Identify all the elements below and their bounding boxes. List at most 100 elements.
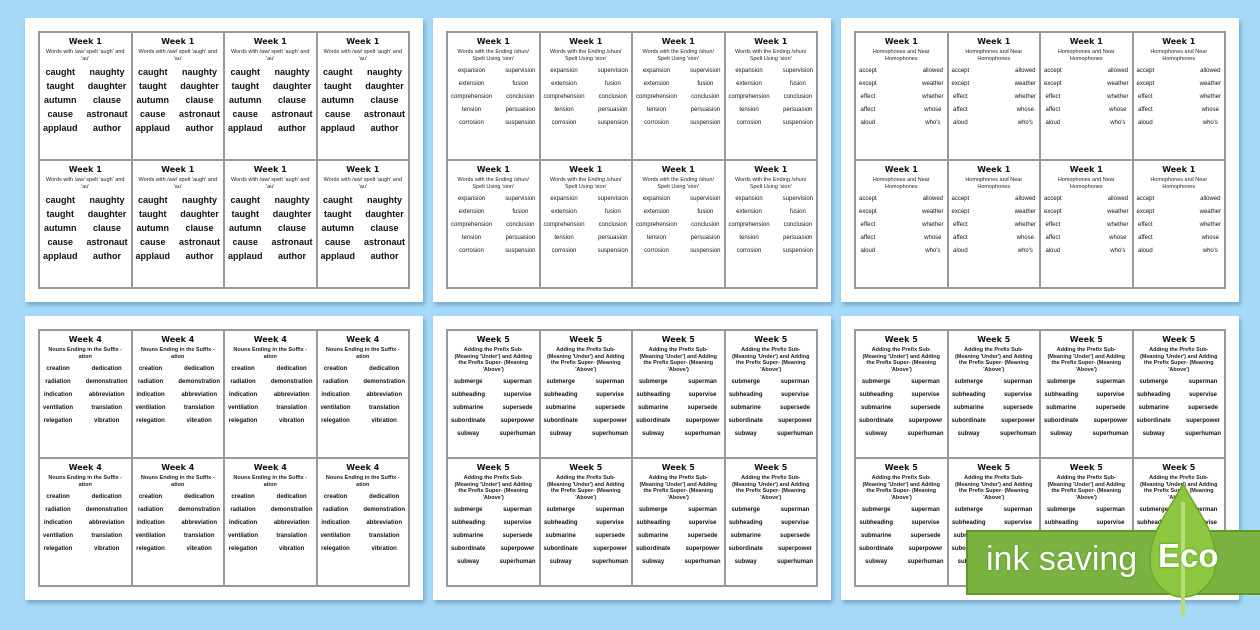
- spelling-card: Week 5 Adding the Prefix Sub- (Meaning 'U…: [632, 330, 725, 458]
- word: supervise: [595, 392, 624, 398]
- card-title: Week 1: [68, 37, 102, 46]
- word: suspension: [690, 120, 721, 126]
- word: demonstration: [363, 379, 405, 385]
- word: weather: [922, 209, 944, 215]
- spelling-card: Week 1 Words with the Ending /shun/ Spelt…: [447, 160, 540, 288]
- word: who's: [1017, 120, 1033, 126]
- word: relegation: [228, 546, 258, 552]
- card-subtitle: Words with the Ending /shun/ Spelt Using…: [550, 177, 622, 190]
- word-list: creation dedication radiation demonstration…: [133, 491, 224, 556]
- word: radiation: [45, 379, 71, 385]
- word: fusion: [789, 209, 806, 215]
- card-title: Week 5: [1069, 463, 1103, 472]
- word: subordinate: [543, 546, 578, 552]
- worksheet-sheet: Week 1 Words with /aw/ spelt 'augh' and '…: [25, 18, 423, 302]
- card-title: Week 1: [884, 165, 918, 174]
- card-title: Week 1: [1069, 165, 1103, 174]
- word: superhuman: [499, 559, 536, 565]
- word: suspension: [782, 248, 813, 254]
- word: subheading: [451, 392, 485, 398]
- word: weather: [1107, 209, 1129, 215]
- word: superman: [1188, 507, 1218, 513]
- card-subtitle: Words with /aw/ spelt 'augh' and 'au': [46, 177, 125, 190]
- word: tension: [461, 235, 482, 241]
- spelling-card: Week 1 Words with the Ending /shun/ Spelt…: [447, 32, 540, 160]
- card-subtitle: Adding the Prefix Sub- (Meaning 'Under')…: [862, 475, 941, 501]
- spelling-card: Week 4 Nouns Ending in the Suffix -ation c…: [316, 330, 409, 458]
- word: affect: [860, 235, 876, 241]
- word: subway: [734, 559, 757, 565]
- word-list: submerge superman subheading supervise subma…: [1041, 376, 1132, 441]
- word: allowed: [1107, 68, 1128, 74]
- card-subtitle: Words with the Ending /shun/ Spelt Using…: [457, 49, 529, 62]
- word: abbreviation: [273, 392, 310, 398]
- word: persuasion: [598, 235, 628, 241]
- word: ventilation: [43, 405, 74, 411]
- word-list: submerge superman subheading supervise subma…: [541, 376, 632, 441]
- word: tension: [554, 107, 574, 113]
- word: conclusion: [783, 94, 812, 100]
- word-list: creation dedication radiation demonstration…: [318, 363, 409, 428]
- word: daughter: [180, 81, 219, 91]
- word: caught: [45, 67, 76, 77]
- spelling-card: Week 5 Adding the Prefix Sub- (Meaning 'U…: [724, 330, 817, 458]
- word: clause: [92, 223, 121, 233]
- word: daughter: [365, 81, 404, 91]
- word: vibration: [371, 546, 397, 552]
- word: persuasion: [783, 235, 813, 241]
- word: creation: [138, 494, 163, 500]
- word-list: submerge superman subheading supervise subma…: [726, 504, 817, 569]
- word: comprehension: [451, 222, 493, 228]
- word: allowed: [1015, 196, 1036, 202]
- word: supervise: [780, 392, 809, 398]
- word: except: [951, 209, 970, 215]
- word: naughty: [181, 195, 217, 205]
- word: superpower: [908, 418, 943, 424]
- word: creation: [323, 494, 348, 500]
- card-subtitle: Adding the Prefix Sub- (Meaning 'Under')…: [454, 347, 533, 373]
- word: tension: [739, 107, 759, 113]
- word: aloud: [953, 248, 968, 254]
- word: superpower: [592, 546, 627, 552]
- word: whose: [1109, 107, 1127, 113]
- word: accept: [1044, 196, 1062, 202]
- word: supersede: [687, 405, 718, 411]
- word: supervise: [780, 520, 809, 526]
- word: effect: [1138, 94, 1153, 100]
- spelling-card: Week 1 Words with /aw/ spelt 'augh' and '…: [224, 160, 317, 288]
- card-title: Week 1: [754, 37, 788, 46]
- word: submarine: [1046, 405, 1077, 411]
- word: effect: [953, 94, 968, 100]
- word: submerge: [1046, 507, 1076, 513]
- word: persuasion: [598, 107, 628, 113]
- spelling-card: Week 1 Words with the Ending /shun/ Spelt…: [724, 160, 817, 288]
- word: indication: [43, 520, 73, 526]
- word: submarine: [730, 405, 761, 411]
- word: abbreviation: [181, 520, 217, 526]
- card-title: Week 4: [161, 335, 195, 344]
- card-subtitle: Homophones and Near Homophones: [1057, 177, 1115, 190]
- word: applaud: [320, 251, 356, 261]
- word: applaud: [135, 123, 171, 133]
- word: translation: [91, 405, 122, 411]
- word: subheading: [728, 392, 763, 398]
- card-grid: Week 1 Words with /aw/ spelt 'augh' and '…: [38, 31, 410, 289]
- word: supervise: [1188, 392, 1217, 398]
- word: vibration: [186, 418, 212, 424]
- card-subtitle: Homophones and Near Homophones: [872, 177, 930, 190]
- word-list: accept allowed except weather effect whether a…: [949, 193, 1040, 258]
- word: weather: [1014, 81, 1036, 87]
- word: persuasion: [690, 235, 720, 241]
- word: effect: [1045, 94, 1061, 100]
- word: superpower: [1185, 418, 1220, 424]
- spelling-card: Week 5 Adding the Prefix Sub- (Meaning 'U…: [1040, 330, 1133, 458]
- word: superman: [911, 379, 940, 385]
- spelling-card: Week 4 Nouns Ending in the Suffix -ation c…: [131, 458, 224, 586]
- word: accept: [1136, 68, 1155, 74]
- word: corrosion: [644, 248, 669, 254]
- word: demonstration: [270, 507, 313, 513]
- word: caught: [323, 67, 353, 77]
- word: relegation: [43, 418, 73, 424]
- word-list: submerge superman subheading supervise subma…: [856, 504, 947, 569]
- word: submarine: [861, 405, 892, 411]
